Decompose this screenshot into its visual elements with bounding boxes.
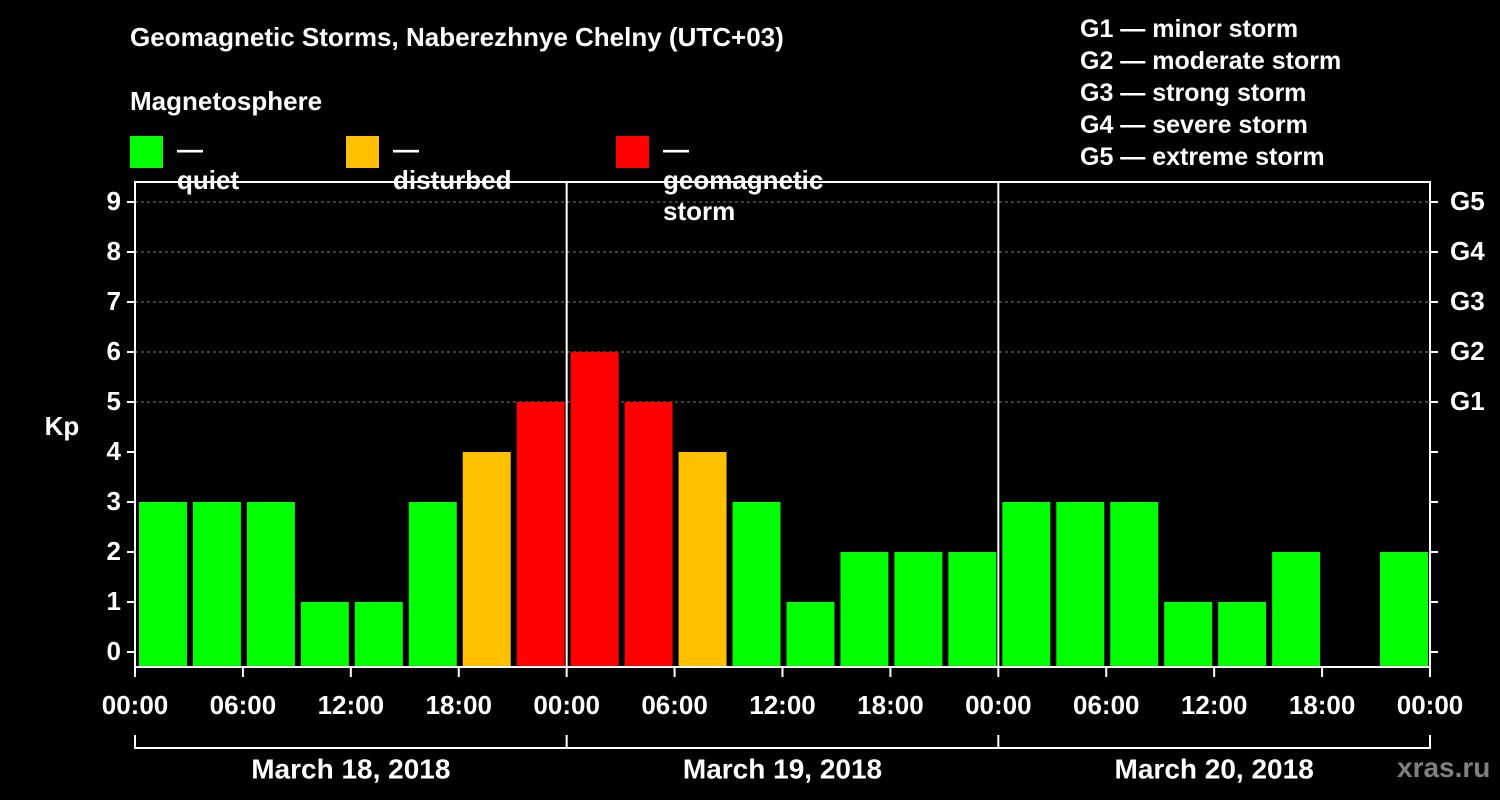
x-tick-label-12: 00:00	[1397, 690, 1464, 720]
kp-bar-3	[300, 602, 349, 667]
x-tick-label-0: 00:00	[102, 690, 169, 720]
x-tick-label-8: 00:00	[965, 690, 1032, 720]
kp-bar-15	[948, 552, 997, 667]
kp-bar-11	[732, 502, 781, 667]
watermark: xras.ru	[1397, 752, 1491, 783]
x-tick-label-7: 18:00	[857, 690, 924, 720]
x-tick-label-9: 06:00	[1073, 690, 1140, 720]
x-tick-label-3: 18:00	[426, 690, 493, 720]
storm-scale-g4: G4 — severe storm	[1080, 111, 1308, 139]
y2-tick-label-g5: G5	[1450, 186, 1485, 216]
y-tick-label-4: 4	[107, 436, 122, 466]
kp-bar-10	[678, 452, 727, 667]
kp-bar-21	[1272, 552, 1321, 667]
y-tick-label-0: 0	[107, 636, 121, 666]
kp-bar-7	[516, 402, 565, 667]
date-label-0: March 18, 2018	[251, 753, 450, 784]
kp-bar-17	[1056, 502, 1105, 667]
storm-scale-g3: G3 — strong storm	[1080, 79, 1307, 107]
kp-bar-0	[139, 502, 187, 667]
legend-swatch-quiet	[130, 136, 163, 168]
x-tick-label-10: 12:00	[1181, 690, 1248, 720]
kp-bar-6	[462, 452, 511, 667]
legend-label-disturbed: — disturbed	[393, 134, 512, 195]
x-tick-label-11: 18:00	[1289, 690, 1356, 720]
kp-bar-8	[570, 352, 619, 667]
legend-label-quiet: — quiet	[177, 134, 240, 195]
kp-bar-2	[246, 502, 295, 667]
kp-bar-9	[624, 402, 673, 667]
x-tick-label-5: 06:00	[641, 690, 708, 720]
storm-scale-g5: G5 — extreme storm	[1080, 143, 1325, 171]
storm-scale-g1: G1 — minor storm	[1080, 15, 1299, 43]
y2-tick-label-g3: G3	[1450, 286, 1485, 316]
kp-bar-16	[1002, 502, 1051, 667]
y-tick-label-3: 3	[107, 486, 121, 516]
kp-bar-20	[1218, 602, 1267, 667]
y-tick-label-6: 6	[107, 336, 121, 366]
y-tick-label-8: 8	[107, 236, 121, 266]
y2-tick-label-g2: G2	[1450, 336, 1485, 366]
y2-tick-label-g4: G4	[1450, 236, 1485, 266]
x-tick-label-4: 00:00	[533, 690, 600, 720]
x-tick-label-2: 12:00	[318, 690, 385, 720]
plot-frame	[134, 181, 1431, 668]
y-tick-label-7: 7	[107, 286, 121, 316]
kp-bar-12	[786, 602, 835, 667]
kp-bar-19	[1164, 602, 1213, 667]
kp-bar-13	[840, 552, 889, 667]
kp-bar-4	[354, 602, 403, 667]
date-label-2: March 20, 2018	[1115, 753, 1314, 784]
x-tick-label-6: 12:00	[749, 690, 816, 720]
y2-tick-label-g1: G1	[1450, 386, 1485, 416]
x-tick-label-1: 06:00	[210, 690, 277, 720]
kp-bar-23	[1380, 552, 1428, 667]
chart-subtitle: Magnetosphere	[130, 86, 323, 116]
kp-bar-14	[894, 552, 943, 667]
y-tick-label-1: 1	[107, 586, 121, 616]
y-tick-label-9: 9	[107, 186, 121, 216]
legend-swatch-storm	[616, 136, 649, 168]
chart-title: Geomagnetic Storms, Naberezhnye Chelny (…	[130, 22, 784, 52]
kp-bar-18	[1110, 502, 1159, 667]
y-tick-label-5: 5	[107, 386, 121, 416]
kp-bar-5	[408, 502, 457, 667]
storm-scale-g2: G2 — moderate storm	[1080, 47, 1342, 75]
y-axis-label: Kp	[45, 411, 80, 441]
legend-label-storm: — geomagnetic storm	[663, 134, 824, 226]
y-tick-label-2: 2	[107, 536, 121, 566]
legend-swatch-disturbed	[346, 136, 379, 168]
date-label-1: March 19, 2018	[683, 753, 882, 784]
kp-bar-1	[192, 502, 241, 667]
